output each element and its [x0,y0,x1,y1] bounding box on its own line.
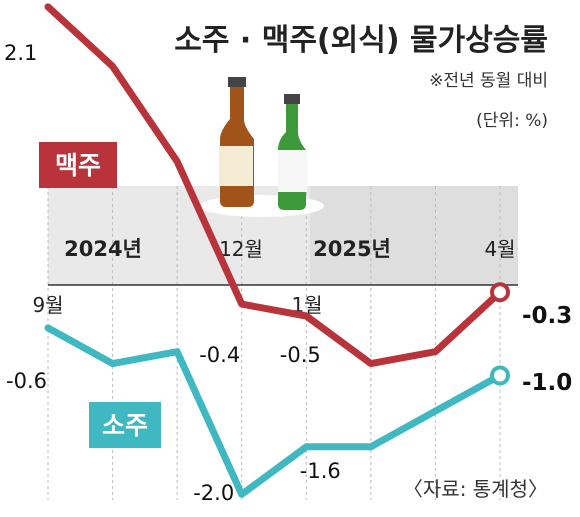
chart-unit: (단위: %) [476,111,548,131]
data-label: -0.6 [6,369,47,393]
year-label-2025: 2025년 [313,237,391,261]
data-point [47,6,49,8]
series-lines [44,3,510,498]
grid [47,186,518,500]
year-label-2024: 2024년 [64,237,142,261]
data-point-end [490,282,510,303]
series-line-0 [44,3,504,368]
data-point [176,160,178,162]
data-point [241,303,243,305]
data-label: -1.6 [300,459,341,483]
data-label: -0.4 [199,343,240,367]
series-tag-soju [89,402,161,448]
series-line-1 [44,324,504,498]
series-tag-soju-label: 소주 [102,411,148,440]
data-labels: 2.1 -0.4 -0.5 -0.3 -0.6 -2.0 -1.6 -1.0 [4,41,572,505]
chart-subtitle: ※전년 동월 대비 [429,71,548,91]
data-point-end [490,365,510,386]
data-point [434,351,436,353]
series-tag-beer-label: 맥주 [55,151,101,180]
data-point [112,363,114,365]
data-label: -1.0 [522,370,572,396]
data-point [176,351,178,353]
source-note: 〈자료: 통계청〉 [403,477,548,501]
data-point [241,493,243,495]
data-label: 2.1 [4,41,37,65]
series-tag-beer [39,142,117,188]
chart-title: 소주 · 맥주(외식) 물가상승률 [174,23,548,58]
data-point [305,315,307,317]
data-point [370,363,372,365]
x-tick-label: 12월 [219,237,263,261]
plot-band-highlight [310,186,518,285]
x-tick-label: 9월 [32,293,63,317]
data-point [47,327,49,329]
bottles-icon [200,77,324,217]
data-point [434,410,436,412]
data-point [370,446,372,448]
data-point [112,65,114,67]
data-label: -0.3 [522,303,572,329]
x-tick-label: 4월 [484,237,515,261]
data-label: -0.5 [280,343,321,367]
data-point [305,446,307,448]
data-label: -2.0 [193,481,234,505]
